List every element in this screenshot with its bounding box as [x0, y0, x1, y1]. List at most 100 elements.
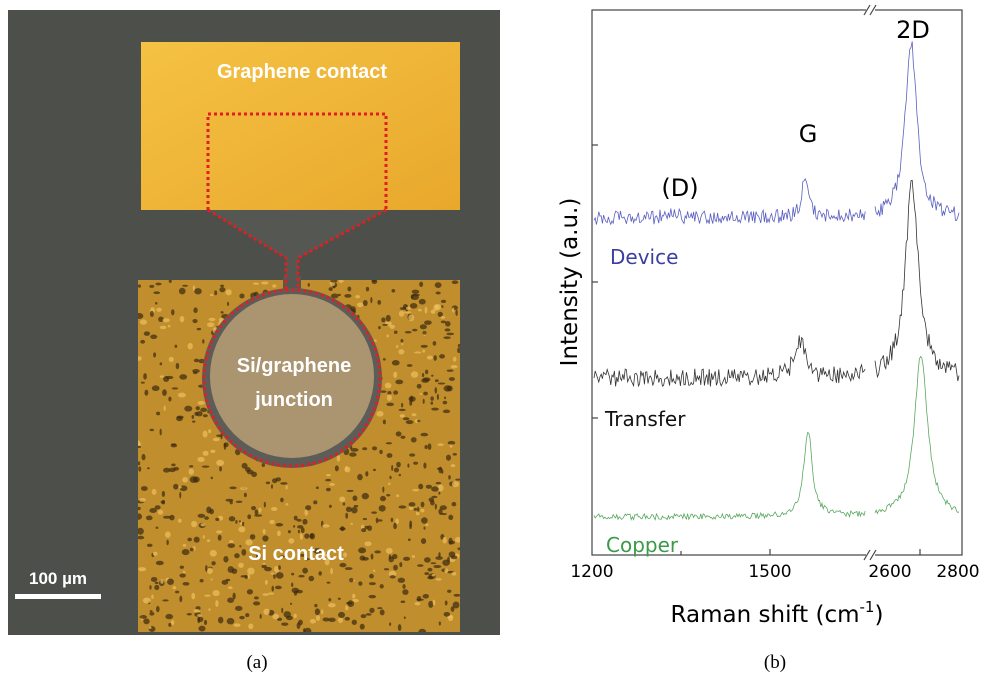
- texture: [399, 505, 407, 508]
- texture: [210, 550, 217, 557]
- texture: [272, 586, 274, 592]
- texture: [401, 343, 403, 345]
- texture: [386, 548, 393, 554]
- texture: [448, 441, 456, 445]
- texture: [379, 450, 382, 454]
- texture: [263, 609, 269, 615]
- texture: [428, 601, 433, 608]
- texture: [200, 408, 207, 412]
- texture: [353, 495, 358, 501]
- texture: [215, 600, 218, 607]
- caption: (b): [764, 652, 786, 673]
- texture: [447, 590, 451, 593]
- texture: [207, 539, 210, 542]
- junction-label: Si/graphene: [237, 355, 351, 377]
- texture: [218, 535, 222, 541]
- texture: [214, 290, 217, 295]
- texture: [304, 533, 309, 538]
- texture: [398, 349, 404, 354]
- texture: [302, 568, 308, 574]
- texture: [140, 615, 147, 619]
- texture: [298, 530, 300, 534]
- texture: [382, 324, 388, 326]
- texture: [203, 535, 205, 538]
- texture: [399, 311, 404, 317]
- texture: [194, 609, 200, 613]
- x-axis-label: Raman shift (cm-1): [671, 598, 884, 628]
- texture: [265, 580, 268, 585]
- texture: [178, 519, 182, 523]
- texture: [229, 516, 236, 521]
- texture: [380, 584, 384, 588]
- texture: [308, 576, 314, 581]
- texture: [154, 585, 159, 590]
- texture: [329, 505, 332, 508]
- texture: [393, 372, 397, 378]
- texture: [438, 492, 440, 495]
- texture: [328, 598, 331, 601]
- texture: [407, 364, 413, 367]
- texture: [440, 513, 447, 515]
- texture: [427, 356, 433, 360]
- texture: [405, 331, 412, 334]
- texture: [424, 557, 431, 563]
- texture: [147, 467, 150, 469]
- texture: [140, 319, 147, 324]
- texture: [404, 311, 412, 313]
- texture: [448, 538, 452, 545]
- texture: [370, 297, 372, 303]
- texture: [435, 379, 439, 382]
- texture: [250, 534, 255, 540]
- texture: [384, 568, 389, 570]
- texture: [138, 284, 141, 287]
- texture: [452, 481, 459, 487]
- texture: [364, 541, 371, 546]
- texture: [433, 341, 437, 345]
- texture: [203, 451, 209, 456]
- texture: [328, 603, 336, 607]
- texture: [344, 467, 350, 473]
- texture: [241, 549, 246, 556]
- texture: [400, 436, 405, 439]
- texture: [251, 506, 256, 510]
- texture: [403, 417, 410, 420]
- texture: [411, 437, 417, 442]
- texture: [143, 373, 147, 379]
- texture: [151, 594, 153, 599]
- texture: [393, 390, 398, 394]
- texture: [272, 478, 277, 483]
- texture: [355, 295, 360, 298]
- texture: [149, 285, 154, 288]
- texture: [193, 307, 197, 313]
- texture: [194, 359, 199, 363]
- texture: [245, 613, 249, 617]
- texture: [169, 515, 174, 521]
- texture: [389, 476, 391, 479]
- texture: [168, 623, 171, 627]
- texture: [360, 624, 365, 630]
- texture: [351, 507, 357, 513]
- texture: [192, 415, 195, 419]
- texture: [407, 464, 409, 468]
- texture: [439, 354, 445, 358]
- texture: [140, 340, 145, 344]
- texture: [260, 614, 262, 619]
- texture: [244, 493, 247, 497]
- texture: [156, 561, 164, 565]
- texture: [444, 612, 450, 617]
- texture: [240, 487, 247, 490]
- texture: [345, 513, 348, 519]
- texture: [425, 370, 428, 375]
- texture: [362, 493, 369, 499]
- texture: [383, 419, 386, 424]
- texture: [438, 382, 446, 384]
- texture: [203, 414, 208, 417]
- texture: [171, 443, 177, 445]
- texture: [294, 614, 297, 619]
- texture: [205, 565, 208, 572]
- texture: [223, 556, 228, 563]
- texture: [433, 355, 436, 361]
- texture: [383, 358, 386, 360]
- texture: [373, 469, 376, 471]
- texture: [196, 406, 200, 410]
